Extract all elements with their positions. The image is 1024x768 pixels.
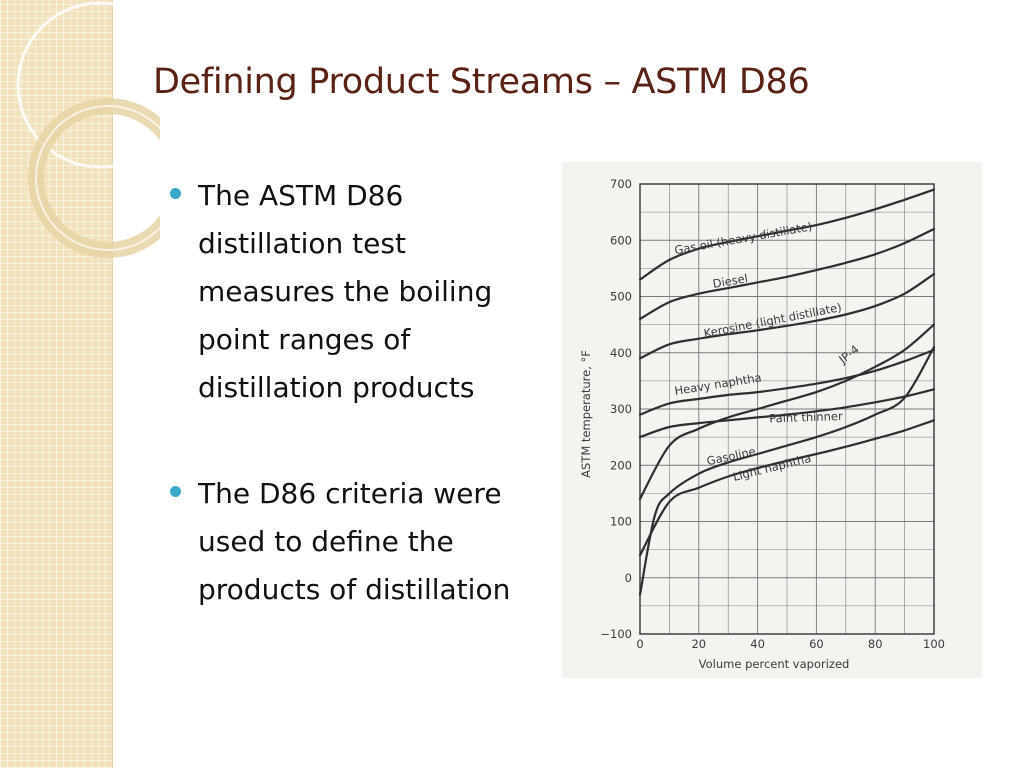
y-tick-label: 0 [625, 571, 632, 585]
decorative-circle-ring-outline [35, 105, 160, 251]
x-tick-label: 80 [868, 637, 883, 651]
decorative-circle-ring [28, 98, 160, 258]
curve-jp-4 [638, 323, 936, 501]
curve-diesel [638, 227, 936, 321]
y-tick-label: 200 [610, 458, 632, 472]
bullet-item: The D86 criteria were used to define the… [170, 470, 540, 614]
chart-ticks: −100 0 100 200 300 400 500 600 700 0 20 40 60 80 100 [600, 177, 945, 651]
bullet-dot-icon [170, 188, 181, 199]
curve-gasoline [638, 346, 936, 596]
x-tick-label: 20 [691, 637, 706, 651]
curve-kerosine-light-distillate [638, 272, 936, 360]
decorative-circles [16, 1, 160, 258]
x-tick-label: 60 [809, 637, 824, 651]
bullet-dot-icon [170, 486, 181, 497]
slide-title: Defining Product Streams – ASTM D86 [153, 62, 810, 102]
bullet-list: The ASTM D86 distillation test measures … [170, 172, 540, 614]
y-tick-label: 400 [610, 346, 632, 360]
decorative-circle-large [16, 1, 160, 169]
bullet-text: The D86 criteria were used to define the… [198, 477, 511, 606]
bullet-item: The ASTM D86 distillation test measures … [170, 172, 540, 412]
x-tick-label: 0 [636, 637, 643, 651]
y-tick-label: −100 [600, 627, 632, 641]
curve-light-naphtha [638, 419, 936, 557]
x-axis-label: Volume percent vaporized [699, 657, 850, 671]
y-tick-label: 300 [610, 402, 632, 416]
y-axis-label: ASTM temperature, °F [579, 350, 593, 478]
chart-curves [638, 188, 936, 596]
curve-heavy-naphtha [638, 348, 936, 416]
curve-label: Diesel [712, 271, 749, 291]
y-tick-label: 600 [610, 233, 632, 247]
x-tick-label: 40 [750, 637, 765, 651]
curve-gas-oil-heavy-distillate [638, 188, 936, 281]
y-tick-label: 700 [610, 177, 632, 191]
bullet-text: The ASTM D86 distillation test measures … [198, 179, 493, 404]
y-tick-label: 100 [610, 515, 632, 529]
scan-background [562, 162, 982, 678]
curve-paint-thinner [638, 388, 936, 439]
curve-label: Paint thinner [769, 409, 843, 426]
plot-frame [639, 183, 935, 635]
y-tick-label: 500 [610, 290, 632, 304]
x-tick-label: 100 [923, 637, 945, 651]
distillation-chart-figure: −100 0 100 200 300 400 500 600 700 0 20 40 60 80 100 G… [562, 162, 982, 678]
